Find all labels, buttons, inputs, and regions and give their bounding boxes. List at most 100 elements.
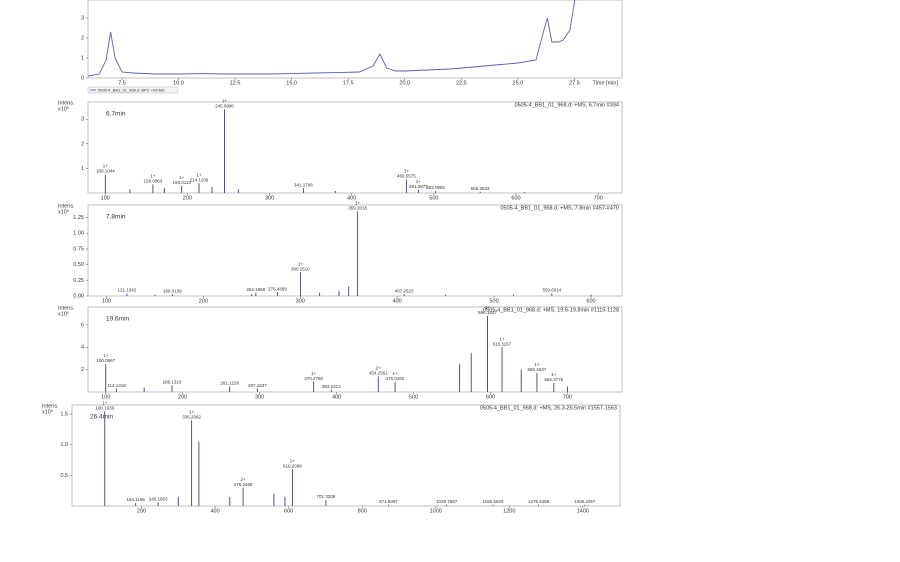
peak-label: 276.4899 (268, 286, 287, 291)
charge-label: 1+ (416, 179, 422, 184)
peak-label: 454.2561 (369, 371, 388, 376)
peak-label: 168.0139 (163, 288, 182, 293)
x-tick-label: 200 (178, 394, 187, 400)
x-tick-label: 100 (101, 394, 110, 400)
y-tick-label: 0.25 (73, 278, 84, 284)
charge-label: 1+ (290, 458, 296, 463)
peak-label: 121.1042 (117, 288, 136, 293)
y-tick-label: 0 (81, 75, 84, 81)
x-tick-label: 1400 (577, 508, 589, 514)
x-tick-label: 1000 (430, 508, 442, 514)
charge-label: 1+ (499, 336, 505, 341)
peak-label: 370.2780 (304, 376, 323, 381)
charge-label: 1+ (311, 371, 317, 376)
x-tick-label: 600 (486, 394, 495, 400)
y-axis-label: Intens. (58, 100, 75, 106)
panel-frame (87, 204, 623, 297)
x-tick-label: 400 (347, 195, 356, 201)
peak-label: 481.0877 (409, 184, 428, 189)
x-tick-label: 600 (511, 195, 520, 201)
peak-label: 476.2468 (234, 482, 253, 487)
x-axis-label: Time [min] (593, 80, 619, 86)
y-tick-label: 1.00 (73, 231, 84, 237)
peak-label: 596.1847 (478, 310, 497, 315)
peak-label: 1155.5620 (482, 499, 503, 504)
x-tick-label: 15.0 (286, 80, 297, 86)
x-tick-label: 27.5 (569, 80, 580, 86)
charge-label: 1+ (179, 175, 185, 180)
charge-label: 1+ (222, 99, 228, 104)
y-tick-label: 3 (81, 117, 84, 123)
x-tick-label: 800 (358, 508, 367, 514)
x-tick-label: 500 (409, 394, 418, 400)
x-tick-label: 300 (265, 195, 274, 201)
plot-area (126, 211, 592, 296)
x-tick-label: 500 (489, 298, 498, 304)
y-tick-label: 3 (81, 15, 84, 21)
plot-area (104, 109, 525, 193)
spectrum-title: 7.8min (106, 214, 126, 221)
panel-frame (71, 404, 621, 507)
y-tick-label: 6 (81, 322, 84, 328)
peak-label: 701.3209 (316, 494, 335, 499)
peak-label: 245.0990 (215, 104, 234, 109)
plot-area (105, 315, 568, 392)
x-tick-label: 600 (586, 298, 595, 304)
y-axis-label: Intens. (42, 403, 59, 409)
x-tick-label: 12.5 (230, 80, 241, 86)
charge-label: 1+ (103, 164, 109, 169)
charge-label: 1+ (103, 353, 109, 358)
charge-label: 1+ (189, 409, 195, 414)
peak-label: 1405.2257 (574, 499, 596, 504)
peak-label: 871.5097 (379, 499, 398, 504)
peak-label: 336.2082 (182, 414, 201, 419)
peak-label: 100.0867 (96, 358, 115, 363)
panel-frame (87, 101, 623, 194)
peak-label: 615.1167 (493, 341, 512, 346)
y-tick-label: 2 (81, 367, 84, 373)
peak-label: 466.5575 (397, 174, 416, 179)
x-tick-label: 17.5 (343, 80, 354, 86)
peak-label: 300.1510 (291, 266, 310, 271)
x-tick-label: 7.5 (118, 80, 126, 86)
plot-area (88, 0, 576, 77)
y-tick-label: 2 (81, 35, 84, 41)
peak-label: 254.1568 (246, 287, 265, 292)
x-tick-label: 200 (137, 508, 146, 514)
y-tick-label: 0.5 (60, 473, 68, 479)
peak-label: 660.4637 (528, 367, 547, 372)
peak-label: 341.1706 (294, 182, 313, 187)
x-tick-label: 300 (255, 394, 264, 400)
peak-label: 407.2523 (395, 288, 414, 293)
charge-label: 1+ (404, 169, 410, 174)
peak-label: 559.6014 (542, 288, 561, 293)
charge-label: 1+ (150, 174, 156, 179)
peak-label: 158.0063 (144, 179, 163, 184)
peak-label: 556.3633 (471, 186, 490, 191)
x-tick-label: 700 (563, 394, 572, 400)
y-tick-label: 2 (81, 141, 84, 147)
y-tick-label: 1 (81, 166, 84, 172)
spectrum-header: 0505-4_BB1_01_968.d: +MS, 26.3-26.5min #… (480, 405, 617, 411)
peak-label: 393.2312 (322, 384, 341, 389)
spectrum-header: 0505-4_BB1_01_968.d: +MS, 19.6-19.8min #… (483, 307, 619, 313)
peak-label: 186.1310 (163, 379, 182, 384)
x-tick-label: 22.5 (456, 80, 467, 86)
y-tick-label: 4 (81, 345, 84, 351)
peak-label: 359.2018 (348, 205, 367, 210)
y-tick-label: 0.50 (73, 262, 84, 268)
x-tick-label: 500 (429, 195, 438, 201)
charge-label: 2+ (376, 366, 382, 371)
peak-label: 245.1663 (149, 497, 168, 502)
y-unit: x10⁵ (58, 105, 69, 112)
charge-label: 1+ (298, 261, 304, 266)
plot-area (104, 411, 586, 506)
peak-label: 1029.7587 (436, 499, 458, 504)
chromatogram-line (88, 0, 576, 77)
x-tick-label: 100 (101, 195, 110, 201)
x-tick-label: 400 (393, 298, 402, 304)
y-axis-label: Intens. (58, 305, 75, 311)
x-tick-label: 200 (199, 298, 208, 304)
peak-label: 193.0113 (172, 180, 191, 185)
